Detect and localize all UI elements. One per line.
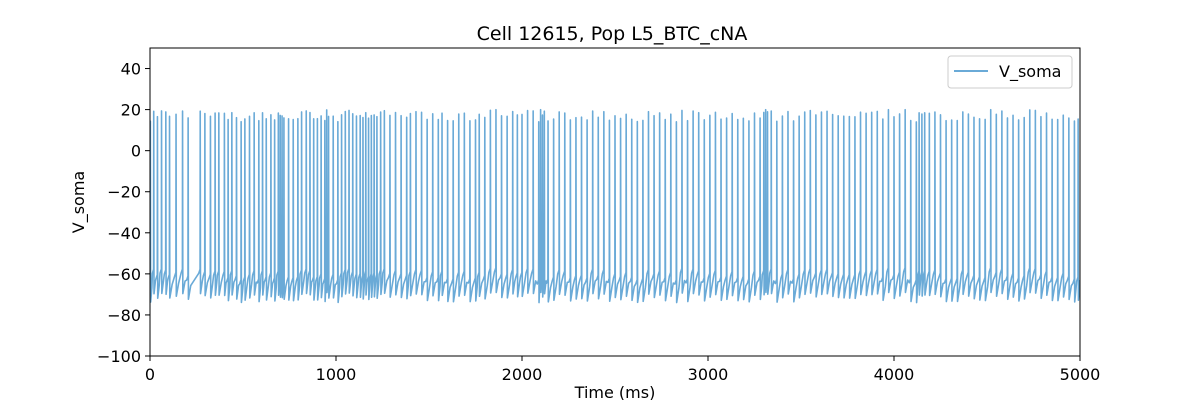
legend-label-v-soma: V_soma	[999, 62, 1061, 82]
series-line-v-soma	[150, 108, 1080, 304]
legend-box	[947, 55, 1073, 89]
x-tick-label: 4000	[874, 365, 915, 384]
x-tick-label: 2000	[502, 365, 543, 384]
chart-title: Cell 12615, Pop L5_BTC_cNA	[477, 23, 748, 45]
x-tick-label: 1000	[316, 365, 357, 384]
x-tick-label: 3000	[688, 365, 729, 384]
y-tick-label: −100	[97, 347, 141, 366]
x-tick-label: 0	[145, 365, 155, 384]
y-tick-label: 0	[131, 142, 141, 161]
y-tick-label: −60	[107, 265, 141, 284]
y-tick-label: −40	[107, 224, 141, 243]
y-tick-label: 20	[121, 101, 141, 120]
y-axis: −100 −80 −60 −40 −20 0 20 40	[97, 60, 150, 366]
series-layer	[150, 108, 1080, 304]
y-tick-label: −20	[107, 183, 141, 202]
x-axis: 0 1000 2000 3000 4000 5000	[145, 356, 1100, 384]
x-tick-label: 5000	[1060, 365, 1101, 384]
y-axis-label: V_soma	[69, 171, 89, 233]
y-tick-label: 40	[121, 60, 141, 79]
plot-frame	[149, 47, 1081, 357]
y-tick-label: −80	[107, 306, 141, 325]
plot-area	[150, 108, 1080, 304]
x-axis-label: Time (ms)	[574, 383, 656, 400]
legend: V_soma	[947, 55, 1073, 89]
